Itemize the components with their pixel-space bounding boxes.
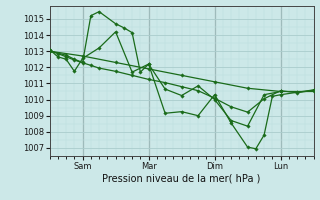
X-axis label: Pression niveau de la mer( hPa ): Pression niveau de la mer( hPa ) (102, 173, 261, 183)
